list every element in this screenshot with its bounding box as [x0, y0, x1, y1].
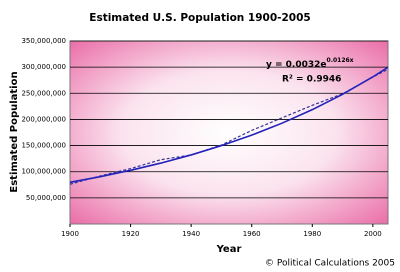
y-tick-label: 300,000,000: [21, 63, 66, 71]
x-tick-label: 1980: [303, 230, 321, 238]
plot-area: [69, 40, 389, 225]
y-tick-label: 200,000,000: [21, 115, 66, 123]
x-tick-label: 1940: [182, 230, 200, 238]
r-squared: R² = 0.9946: [282, 75, 341, 85]
x-tick-label: 1960: [243, 230, 261, 238]
equation-exponent: 0.0126x: [327, 57, 354, 64]
y-axis-title: Estimated Population: [9, 71, 20, 192]
x-tick-label: 1900: [61, 230, 79, 238]
line-series: [69, 66, 389, 184]
x-tick-label: 2000: [364, 230, 382, 238]
y-tick-label: 350,000,000: [21, 37, 66, 45]
x-tick-label: 1920: [122, 230, 140, 238]
equation-text: y = 0.0032e: [266, 60, 327, 70]
y-tick-label: 100,000,000: [21, 168, 66, 176]
footer: © Political Calculations 2005: [265, 259, 395, 269]
x-axis-title: Year: [216, 244, 242, 255]
y-tick-label: 50,000,000: [26, 194, 66, 202]
line-series: [69, 68, 389, 185]
chart-title: Estimated U.S. Population 1900-2005: [89, 12, 310, 24]
y-tick-label: 150,000,000: [21, 142, 66, 150]
y-tick-label: 250,000,000: [21, 89, 66, 97]
equation: y = 0.0032e0.0126x: [266, 57, 354, 70]
